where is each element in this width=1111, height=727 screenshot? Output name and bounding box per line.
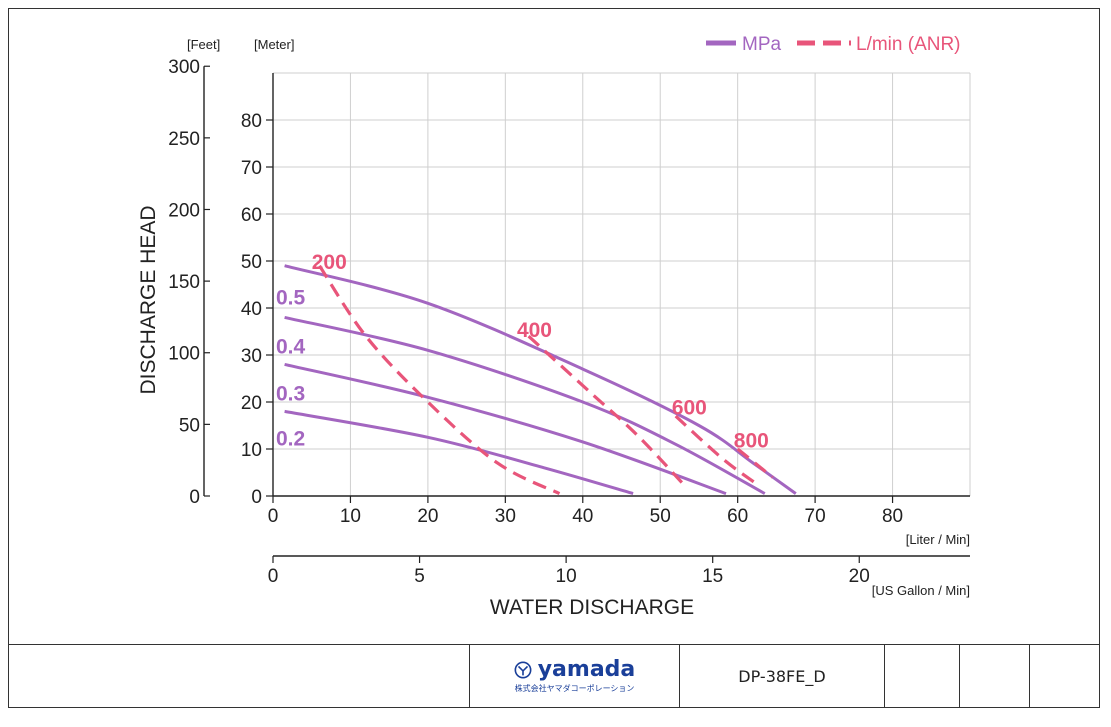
y-meter-tick-label: 0	[251, 487, 262, 508]
yamada-emblem-icon	[514, 661, 532, 678]
x-liter-tick-label: 60	[727, 506, 748, 527]
model-number: DP-38FE_D	[738, 666, 826, 686]
performance-chart: 01020304050607080050100150200250300[Feet…	[137, 34, 971, 619]
legend-label-air: L/min (ANR)	[856, 34, 961, 55]
y-meter-tick-label: 70	[241, 158, 262, 179]
company-logo: yamada 株式会社ヤマダコーポレーション	[469, 645, 679, 707]
y-meter-tick-label: 50	[241, 252, 262, 273]
pressure-label: 0.2	[276, 427, 305, 450]
y-feet-tick-label: 300	[168, 57, 200, 78]
y-feet-tick-label: 200	[168, 200, 200, 221]
footer-title-block: yamada 株式会社ヤマダコーポレーション DP-38FE_D	[8, 644, 1100, 708]
x-liter-tick-label: 40	[572, 506, 593, 527]
x-unit-gallon: [US Gallon / Min]	[872, 583, 970, 598]
footer-blank-cell	[959, 645, 1029, 707]
footer-blank-cell	[884, 645, 959, 707]
logo-text: yamada	[537, 656, 636, 682]
y-axis-title: DISCHARGE HEAD	[137, 205, 160, 394]
y-meter-tick-label: 10	[241, 440, 262, 461]
air-consumption-label: 600	[672, 397, 707, 420]
legend-label-mpa: MPa	[742, 34, 782, 55]
air-consumption-line-400	[527, 335, 685, 486]
pressure-label: 0.3	[276, 383, 305, 406]
pressure-line-0-5	[284, 264, 797, 495]
y-feet-tick-label: 50	[179, 415, 200, 436]
pressure-line-0-4	[284, 315, 766, 495]
y-unit-feet: [Feet]	[187, 37, 220, 52]
x-gallon-tick-label: 0	[268, 566, 279, 587]
air-consumption-line-600	[674, 414, 758, 486]
y-meter-tick-label: 80	[241, 111, 262, 132]
y-meter-tick-label: 20	[241, 393, 262, 414]
y-feet-tick-label: 100	[168, 344, 200, 365]
y-feet-tick-label: 250	[168, 129, 200, 150]
x-liter-tick-label: 80	[882, 506, 903, 527]
x-gallon-tick-label: 10	[556, 566, 577, 587]
x-gallon-tick-label: 15	[702, 566, 723, 587]
x-gallon-tick-label: 20	[849, 566, 870, 587]
x-gallon-tick-label: 5	[414, 566, 425, 587]
air-consumption-label: 200	[312, 251, 347, 274]
y-feet-tick-label: 150	[168, 272, 200, 293]
logo-wordmark: yamada	[514, 656, 636, 682]
air-consumption-label: 400	[517, 319, 552, 342]
y-feet-tick-label: 0	[189, 487, 200, 508]
pressure-line-0-3	[284, 362, 727, 496]
footer-blank-cell	[9, 645, 469, 707]
x-liter-tick-label: 10	[340, 506, 361, 527]
pressure-label: 0.4	[276, 336, 306, 359]
x-liter-tick-label: 0	[268, 506, 279, 527]
x-axis-title: WATER DISCHARGE	[490, 596, 694, 619]
air-consumption-line-200	[318, 264, 561, 496]
x-liter-tick-label: 20	[417, 506, 438, 527]
y-meter-tick-label: 60	[241, 205, 262, 226]
x-liter-tick-label: 30	[495, 506, 516, 527]
air-consumption-line-800	[736, 447, 774, 479]
y-meter-tick-label: 40	[241, 299, 262, 320]
x-liter-tick-label: 50	[650, 506, 671, 527]
air-consumption-label: 800	[734, 430, 769, 453]
pressure-label: 0.5	[276, 286, 306, 309]
x-liter-tick-label: 70	[805, 506, 826, 527]
x-unit-liter: [Liter / Min]	[906, 532, 970, 547]
pressure-line-0-2	[284, 409, 634, 496]
model-cell: DP-38FE_D	[679, 645, 884, 707]
footer-blank-cell	[1029, 645, 1099, 707]
logo-subtext: 株式会社ヤマダコーポレーション	[514, 683, 635, 693]
y-unit-meter: [Meter]	[254, 37, 294, 52]
y-meter-tick-label: 30	[241, 346, 262, 367]
